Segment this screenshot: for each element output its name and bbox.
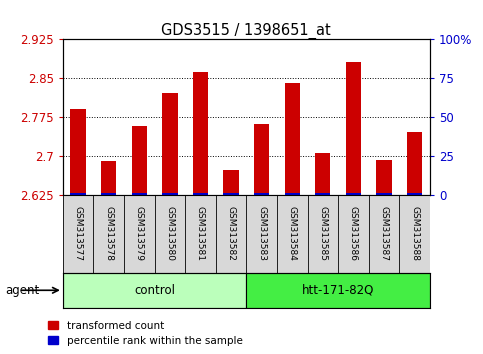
Text: GSM313585: GSM313585 [318,206,327,261]
Bar [376,193,392,195]
Bar [254,124,270,195]
Bar [101,193,116,195]
Bar [346,62,361,195]
Text: GSM313578: GSM313578 [104,206,113,261]
Bar [284,83,300,195]
Bar [193,193,208,195]
Text: GSM313583: GSM313583 [257,206,266,261]
Bar [315,193,330,195]
Title: GDS3515 / 1398651_at: GDS3515 / 1398651_at [161,23,331,39]
Bar [376,160,392,195]
Bar [223,193,239,195]
Legend: transformed count, percentile rank within the sample: transformed count, percentile rank withi… [44,317,247,350]
Text: GSM313579: GSM313579 [135,206,144,261]
Bar [246,273,430,308]
Text: GSM313588: GSM313588 [410,206,419,261]
Bar [63,273,246,308]
Text: GSM313587: GSM313587 [380,206,388,261]
Bar [254,193,270,195]
Bar [131,126,147,195]
Text: GSM313577: GSM313577 [73,206,83,261]
Bar [407,193,422,195]
Bar [284,193,300,195]
Bar [193,72,208,195]
Bar [315,153,330,195]
Text: GSM313586: GSM313586 [349,206,358,261]
Text: agent: agent [5,284,39,297]
Bar [223,170,239,195]
Text: GSM313582: GSM313582 [227,206,236,261]
Bar [346,193,361,195]
Bar [71,109,86,195]
Text: GSM313580: GSM313580 [165,206,174,261]
Bar [162,93,177,195]
Text: htt-171-82Q: htt-171-82Q [302,284,374,297]
Text: GSM313581: GSM313581 [196,206,205,261]
Text: GSM313584: GSM313584 [288,206,297,261]
Bar [71,193,86,195]
Bar [131,193,147,195]
Bar [162,193,177,195]
Text: control: control [134,284,175,297]
Bar [407,132,422,195]
Bar [101,161,116,195]
